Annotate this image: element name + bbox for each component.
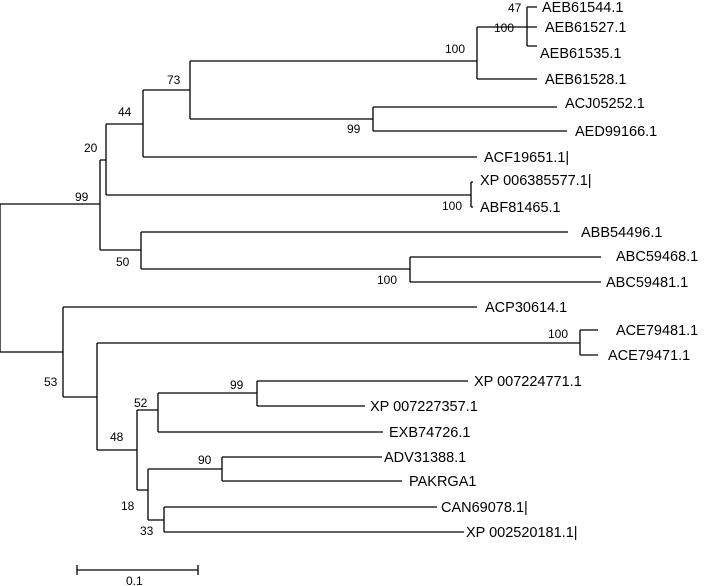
taxon-label: XP 007224771.1 [474,374,582,390]
branch [157,392,383,433]
bootstrap-labels: 47 100 100 73 44 99 20 99 100 50 100 100… [44,1,568,538]
bootstrap-value: 99 [230,378,244,392]
taxon-label: ACJ05252.1 [565,96,645,112]
scale-bar-line [76,565,199,575]
branch [0,203,100,353]
bootstrap-value: 52 [134,396,148,410]
taxon-labels: AEB61544.1 AEB61527.1 AEB61535.1 AEB6152… [370,0,698,541]
tree-branches [0,6,601,533]
branch [62,306,477,398]
bootstrap-value: 44 [118,105,132,119]
bootstrap-value: 100 [548,327,568,341]
branch [163,506,464,533]
taxon-label: ACF19651.1| [484,150,569,166]
branch [476,26,537,80]
taxon-label: AEB61527.1 [545,20,626,36]
branch [99,159,141,251]
bootstrap-value: 100 [442,199,462,213]
taxon-label: XP 007227357.1 [370,399,478,415]
taxon-label: AEB61528.1 [545,72,626,88]
bootstrap-value: 100 [445,42,465,56]
taxon-label: XP 006385577.1| [480,173,592,189]
taxon-label: ABC59481.1 [606,275,688,291]
branch [189,60,477,120]
branch [147,468,222,521]
bootstrap-value: 53 [44,375,58,389]
bootstrap-value: 20 [84,141,98,155]
taxon-label: AEB61544.1 [542,0,623,16]
branch [105,123,471,196]
taxon-label: EXB74726.1 [389,425,470,441]
branch [470,181,473,208]
bootstrap-value: 73 [167,73,181,87]
taxon-label: ACE79481.1 [616,323,698,339]
taxon-label: ACE79471.1 [608,348,690,364]
bootstrap-value: 90 [198,453,212,467]
scale-bar-label: 0.1 [126,574,143,586]
branch [526,6,537,47]
bootstrap-value: 18 [121,499,135,513]
branch [142,89,477,158]
branch [409,256,601,283]
taxon-label: ACP30614.1 [485,300,567,316]
branch [136,409,158,491]
taxon-label: XP 002520181.1| [466,525,578,541]
branch [221,456,402,482]
branch [372,106,567,132]
taxon-label: ADV31388.1 [384,450,466,466]
taxon-label: CAN69078.1| [441,500,528,516]
bootstrap-value: 33 [140,524,154,538]
taxon-label: PAKRGA1 [409,474,476,490]
taxon-label: ABF81465.1 [480,200,561,216]
branch [579,329,598,356]
bootstrap-value: 48 [110,430,124,444]
taxon-label: ABC59468.1 [616,249,698,265]
taxon-label: ABB54496.1 [581,225,662,241]
bootstrap-value: 99 [347,122,361,136]
taxon-label: AEB61535.1 [540,46,621,62]
bootstrap-value: 47 [508,1,522,15]
branch [140,231,568,270]
taxon-label: AED99166.1 [575,124,657,140]
bootstrap-value: 99 [75,190,89,204]
bootstrap-value: 100 [377,273,397,287]
bootstrap-value: 100 [494,21,514,35]
branch [96,342,580,451]
scale-bar: 0.1 [76,565,199,586]
bootstrap-value: 50 [116,255,130,269]
